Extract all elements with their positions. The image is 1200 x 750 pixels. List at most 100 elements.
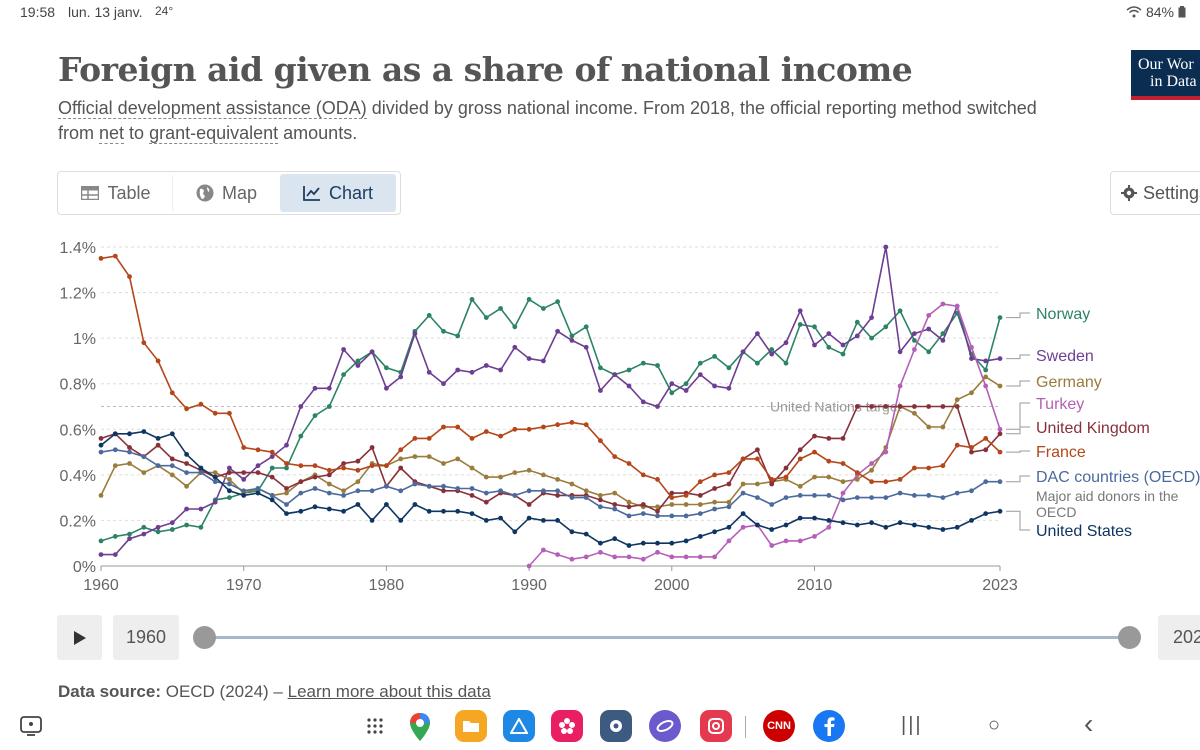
back-button[interactable]: ‹ [1084,708,1094,739]
data-point [997,356,1003,361]
data-point [783,340,789,346]
data-point [983,479,989,485]
data-point [940,404,946,409]
screenshot-icon[interactable] [20,716,42,736]
data-point [726,365,732,371]
start-year[interactable]: 1960 [113,615,179,660]
timeline: 1960 2023 [0,615,1200,661]
data-point [241,470,247,475]
data-point [769,477,775,482]
data-point [298,490,304,496]
settings-button[interactable]: Settings [1110,171,1200,215]
subtitle-text-2: to [124,123,150,143]
data-point [512,470,518,475]
drive-app-icon[interactable] [503,710,535,742]
end-year[interactable]: 2023 [1158,615,1200,660]
data-point [384,463,389,469]
net-link[interactable]: net [99,123,125,144]
legend-germany-connector [1006,380,1030,387]
data-point [926,524,932,530]
globe-icon [196,184,214,202]
end-handle[interactable] [1118,626,1141,649]
data-point [769,527,775,532]
files-app-icon[interactable] [455,710,487,742]
oda-link[interactable]: Official development assistance (ODA) [58,98,367,119]
data-point [983,383,989,389]
data-point [112,534,118,539]
data-point [298,463,304,469]
camera-app-icon[interactable] [700,710,732,742]
start-handle[interactable] [193,626,216,649]
data-point [883,524,889,530]
data-point [640,472,646,478]
data-point [997,315,1003,320]
data-point [127,274,132,279]
data-point [555,518,560,523]
data-point [141,429,147,434]
data-point [655,477,660,482]
facebook-app-icon[interactable] [813,710,845,742]
data-point [640,502,646,507]
data-point [926,404,932,409]
data-point [869,404,874,409]
flower-app-icon[interactable] [551,710,583,742]
data-point [412,436,418,441]
data-point [483,429,489,434]
maps-app-icon[interactable] [408,712,432,742]
data-point [626,543,632,548]
recents-button[interactable]: ||| [901,714,923,736]
data-point [555,299,560,305]
data-point [198,470,204,475]
data-point [626,383,632,389]
data-point [726,470,732,475]
data-point [169,527,175,532]
settings-app-icon[interactable] [600,710,632,742]
tab-table[interactable]: Table [60,174,172,212]
tab-map[interactable]: Map [172,174,280,212]
y-tick-label: 1% [73,331,96,348]
data-point [640,540,646,546]
timeline-track[interactable] [205,636,1130,639]
data-point [783,522,789,528]
data-point [98,449,104,455]
data-point [940,338,946,343]
data-point [127,461,132,466]
data-point [926,313,932,318]
x-tick-label: 2000 [654,577,690,594]
data-point [526,488,532,494]
data-point [227,470,232,475]
owid-logo[interactable]: Our Wor in Data [1131,50,1200,100]
subtitle-text-3: amounts. [278,123,358,143]
data-point [683,502,689,507]
home-button[interactable]: ○ [988,714,1001,736]
chart-subtitle: Official development assistance (ODA) di… [58,96,1048,146]
data-point [655,549,660,555]
y-tick-label: 0.4% [60,468,96,485]
grant-equivalent-link[interactable]: grant-equivalent [149,123,279,144]
play-button[interactable] [57,615,102,660]
data-point [312,413,318,418]
data-point [326,467,332,473]
apps-grid-icon[interactable] [366,717,384,735]
cnn-app-icon[interactable]: CNN [763,710,795,742]
data-point [155,524,161,530]
data-point [755,495,760,500]
data-point [184,483,190,489]
data-point [812,342,817,348]
internet-app-icon[interactable] [649,710,681,742]
tab-chart[interactable]: Chart [280,174,396,212]
data-point [483,518,489,523]
learn-more-link[interactable]: Learn more about this data [287,682,491,701]
data-point [241,488,247,494]
data-point [640,360,646,366]
data-point [284,461,289,466]
data-point [669,381,675,387]
data-point [112,253,118,259]
data-point [384,365,389,371]
data-point [569,481,575,487]
data-point [569,529,575,535]
data-point [812,493,817,498]
data-point [455,424,461,430]
data-point [598,493,603,498]
chart-title: Foreign aid given as a share of national… [58,50,913,89]
